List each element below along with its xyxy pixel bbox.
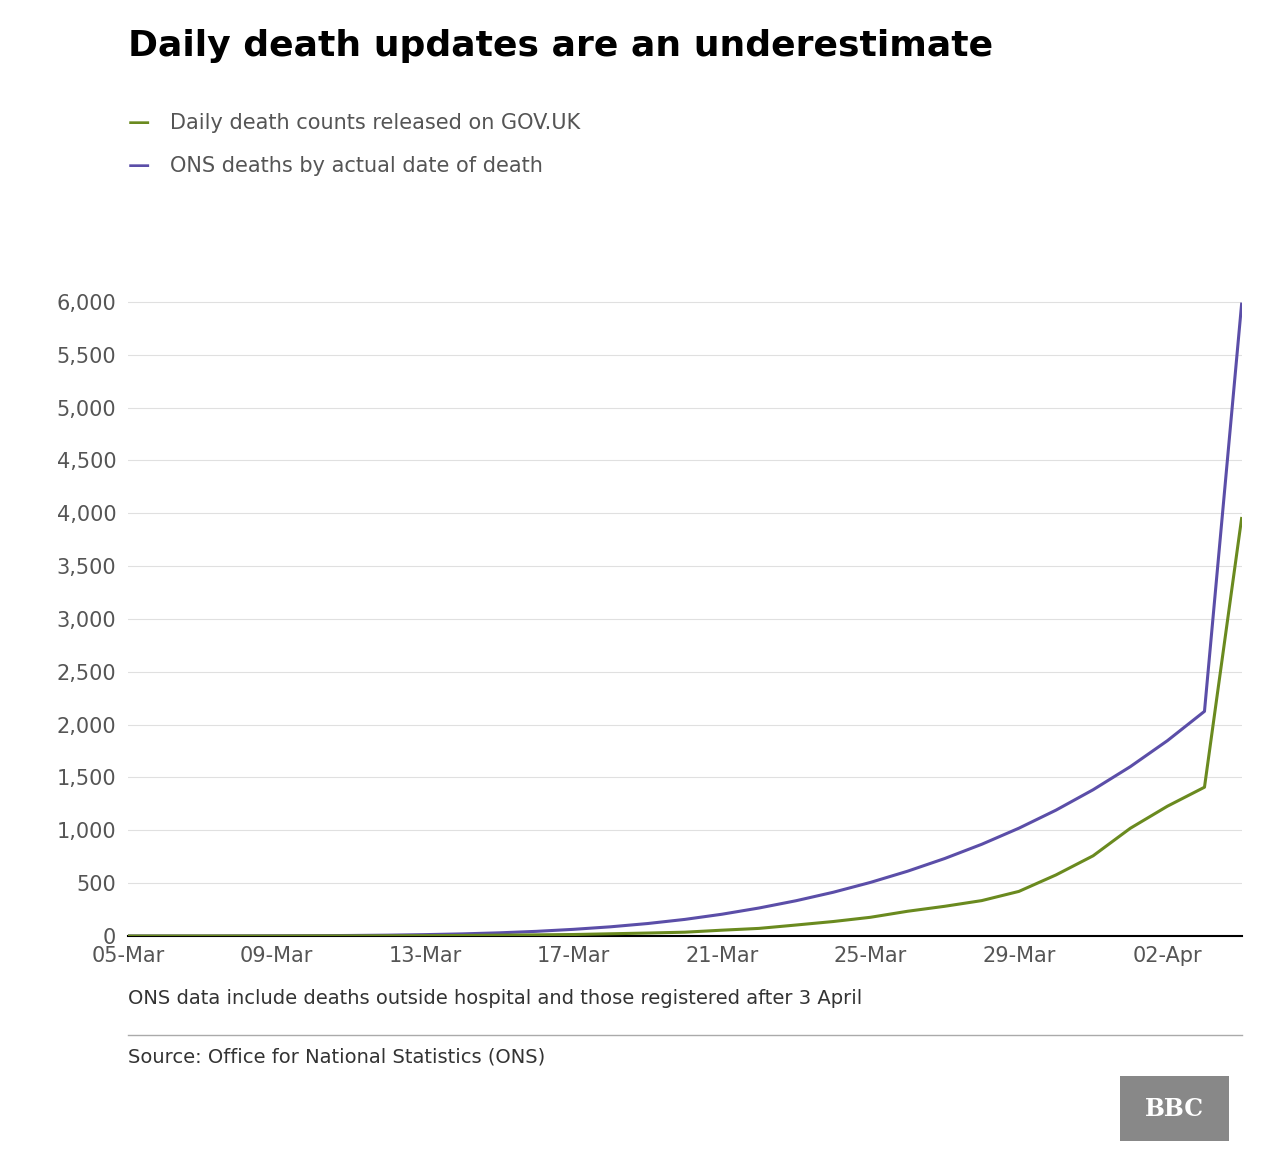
Text: BBC: BBC bbox=[1144, 1096, 1204, 1121]
Text: Daily death updates are an underestimate: Daily death updates are an underestimate bbox=[128, 29, 993, 63]
Text: Source: Office for National Statistics (ONS): Source: Office for National Statistics (… bbox=[128, 1047, 545, 1066]
Text: ONS deaths by actual date of death: ONS deaths by actual date of death bbox=[170, 156, 543, 177]
Text: ONS data include deaths outside hospital and those registered after 3 April: ONS data include deaths outside hospital… bbox=[128, 989, 863, 1007]
Text: —: — bbox=[128, 112, 150, 133]
Text: Daily death counts released on GOV.UK: Daily death counts released on GOV.UK bbox=[170, 112, 581, 133]
Text: —: — bbox=[128, 156, 150, 177]
